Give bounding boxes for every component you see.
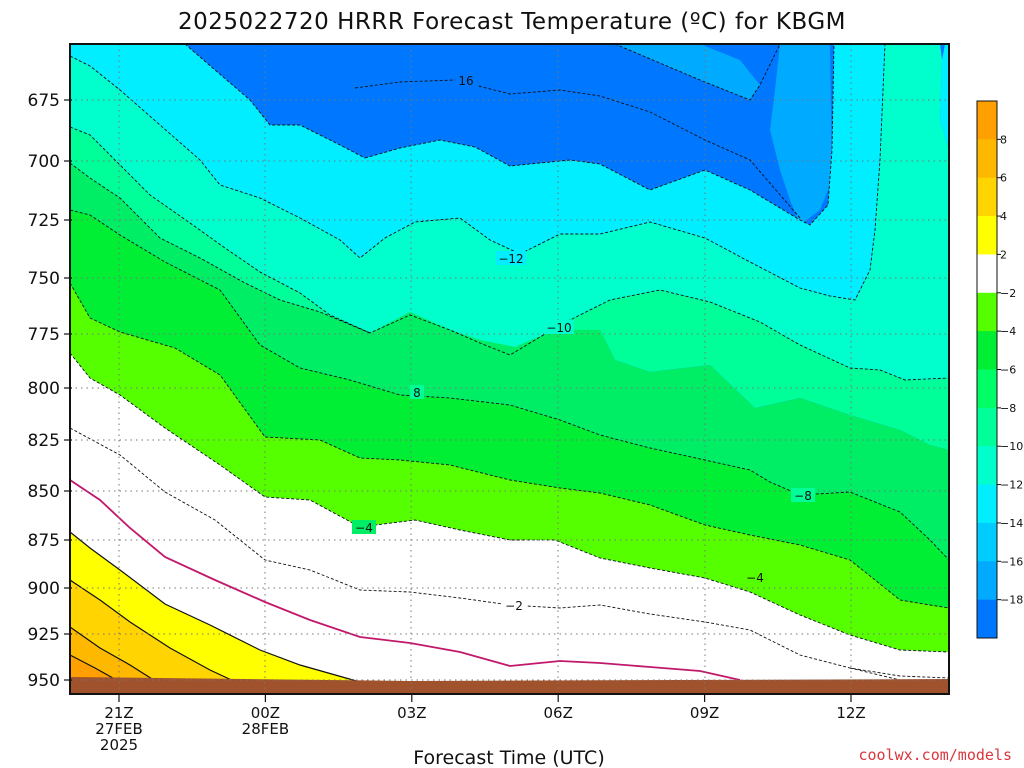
y-tick-label: 850 — [28, 482, 60, 502]
contour-plus-4 — [70, 579, 241, 685]
colorbar-swatch — [977, 599, 997, 639]
colorbar-swatch — [977, 101, 997, 140]
colorbar-tick-label: −18 — [1000, 594, 1023, 607]
colorbar-swatch — [977, 292, 997, 332]
colorbar: 8 6 4 2 −2 −4 −6 −8 −10 −12 −14 −16 −18 — [976, 100, 1023, 639]
contour-label-minus-4a: −4 — [355, 521, 373, 535]
band-minus-8 — [70, 163, 949, 560]
colorbar-tick-label: 8 — [1000, 133, 1007, 146]
x-tick-label: 27FEB — [95, 720, 142, 738]
contour-plus-8 — [70, 654, 121, 683]
colorbar-swatch — [977, 139, 997, 179]
colorbar-swatch — [977, 216, 997, 255]
chart-title: 2025022720 HRRR Forecast Temperature (ºC… — [178, 9, 846, 35]
colorbar-tick-label: −10 — [1000, 440, 1023, 453]
x-tick-label: 00Z — [251, 704, 280, 722]
band-minus-2 — [70, 353, 949, 694]
colorbar-swatch — [977, 254, 997, 294]
x-tick-label: 21Z — [104, 704, 133, 722]
colorbar-swatch — [977, 484, 997, 524]
contour-label-minus-2: −2 — [505, 599, 523, 613]
contour-label-minus-10: −10 — [546, 321, 571, 335]
contour-minus-16 — [614, 44, 781, 101]
x-tick-label: 12Z — [836, 704, 865, 722]
colorbar-swatch — [977, 522, 997, 562]
y-tick-label: 875 — [28, 531, 60, 551]
contour-minus-12 — [70, 126, 949, 381]
y-tick-label: 725 — [28, 211, 60, 231]
colorbar-tick-label: 4 — [1000, 210, 1007, 223]
y-axis: 675 700 725 750 775 800 825 850 875 900 925 950 — [28, 91, 72, 691]
colorbar-swatch — [977, 446, 997, 486]
x-tick-label: 09Z — [690, 704, 719, 722]
y-tick-label: 775 — [28, 325, 60, 345]
y-tick-label: 900 — [28, 579, 60, 599]
x-tick-label: 28FEB — [242, 720, 289, 738]
colorbar-swatch — [977, 407, 997, 447]
colorbar-tick-label: −14 — [1000, 517, 1023, 530]
y-tick-label: 925 — [28, 625, 60, 645]
contour-minus-8 — [70, 282, 949, 609]
contour-plus-2 — [70, 531, 361, 683]
contour-minus-14 — [70, 44, 886, 301]
band-minus-4 — [70, 283, 949, 652]
contour-plus-6 — [70, 626, 161, 685]
colorbar-tick-label: −2 — [1000, 287, 1016, 300]
colorbar-tick-label: 6 — [1000, 172, 1007, 185]
colorbar-tick-label: −4 — [1000, 325, 1016, 338]
band-minus-10 — [70, 127, 949, 450]
x-tick-label: 06Z — [544, 704, 573, 722]
contour-label-16: 16 — [458, 74, 473, 88]
band-minus-14 — [70, 44, 949, 300]
colorbar-tick-label: −16 — [1000, 555, 1023, 568]
colorbar-tick-label: −8 — [1000, 402, 1016, 415]
credit-link[interactable]: coolwx.com/models — [858, 746, 1012, 764]
y-tick-label: 950 — [28, 671, 60, 691]
colorbar-swatch — [977, 561, 997, 601]
band-minus-6 — [70, 210, 949, 608]
contour-label-minus-8: −8 — [794, 489, 812, 503]
band-minus-12 — [70, 44, 949, 380]
y-tick-label: 700 — [28, 152, 60, 172]
contour-minus-16b — [184, 44, 366, 159]
plot-border — [69, 43, 950, 695]
y-tick-label: 825 — [28, 431, 60, 451]
contour-minus-16d — [354, 79, 801, 219]
contour-label-minus-12: −12 — [498, 252, 523, 266]
colorbar-swatch — [977, 331, 997, 370]
x-tick-label: 2025 — [100, 736, 138, 754]
y-tick-label: 675 — [28, 91, 60, 111]
colorbar-tick-label: 2 — [1000, 248, 1007, 261]
contour-minus-10 — [70, 162, 371, 334]
colorbar-swatch — [977, 369, 997, 409]
contour-minus-6 — [70, 352, 949, 653]
x-axis-label: Forecast Time (UTC) — [413, 747, 604, 768]
colorbar-tick-label: −12 — [1000, 479, 1023, 492]
ground — [70, 677, 949, 694]
x-tick-label: 03Z — [397, 704, 426, 722]
y-tick-label: 800 — [28, 379, 60, 399]
colorbar-swatch — [977, 177, 997, 217]
contour-minus-10b — [70, 209, 949, 561]
contour-label-minus-4b: −4 — [746, 571, 764, 585]
colorbar-tick-label: −6 — [1000, 364, 1016, 377]
contour-label-8: 8 — [413, 386, 421, 400]
plot-area — [70, 44, 949, 694]
y-tick-label: 750 — [28, 269, 60, 289]
contour-labels: 16 −12 −10 8 −8 −4 −4 −2 — [352, 73, 815, 613]
freezing-line — [70, 479, 741, 681]
